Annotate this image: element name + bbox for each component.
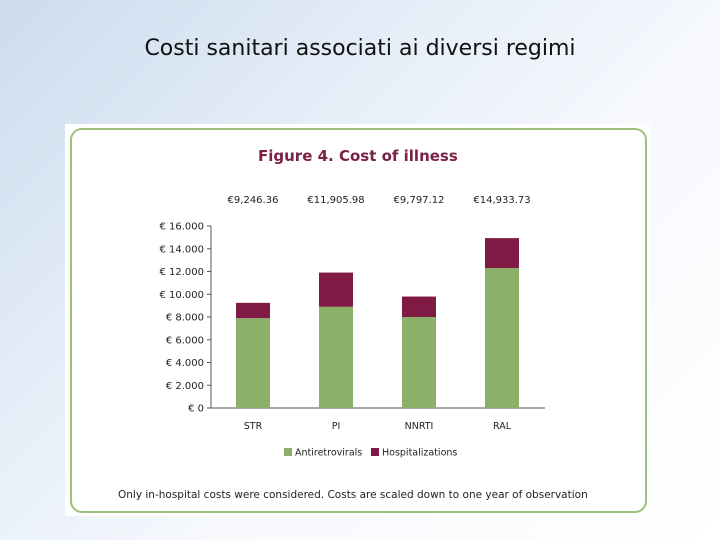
legend-swatch-hospitalizations	[371, 448, 379, 456]
totals-layer: €9,246.36 €11,905.98 €9,797.12 €14,933.73	[228, 195, 531, 206]
y-tick-label-3: € 10.000	[159, 290, 204, 301]
slide-title: Costi sanitari associati ai diversi regi…	[144, 36, 576, 61]
bar-pi-antiretrovirals	[319, 306, 353, 408]
legend-label-hospitalizations: Hospitalizations	[382, 448, 457, 459]
x-tick-label-nnrti: NNRTI	[405, 421, 434, 432]
legend-swatch-antiretrovirals	[284, 448, 292, 456]
y-tick-label-0: € 16.000	[159, 222, 204, 233]
y-tick-label-6: € 4.000	[166, 358, 204, 369]
x-tick-label-ral: RAL	[493, 421, 512, 432]
total-label-str: €9,246.36	[228, 195, 279, 206]
total-label-ral: €14,933.73	[473, 195, 530, 206]
y-tick-label-8: € 0	[188, 404, 204, 415]
bar-ral-antiretrovirals	[485, 268, 519, 408]
bar-nnrti-antiretrovirals	[402, 317, 436, 408]
figure-frame	[70, 128, 647, 513]
y-tick-label-4: € 8.000	[166, 313, 204, 324]
legend: Antiretrovirals Hospitalizations	[284, 448, 457, 459]
x-tick-label-str: STR	[244, 421, 263, 432]
x-tick-label-pi: PI	[332, 421, 341, 432]
cost-chart: Figure 4. Cost of illness €9,246.36 €11,9…	[118, 147, 588, 501]
chart-footnote: Only in-hospital costs were considered. …	[118, 489, 588, 501]
total-label-pi: €11,905.98	[307, 195, 364, 206]
y-tick-label-2: € 12.000	[159, 267, 204, 278]
bar-pi-hospitalizations	[319, 272, 353, 307]
bar-nnrti-hospitalizations	[402, 296, 436, 317]
y-tick-label-7: € 2.000	[166, 381, 204, 392]
total-label-nnrti: €9,797.12	[394, 195, 445, 206]
y-tick-label-5: € 6.000	[166, 335, 204, 346]
y-tick-label-1: € 14.000	[159, 244, 204, 255]
bars-layer	[236, 238, 519, 408]
bar-ral-hospitalizations	[485, 238, 519, 269]
figure-title: Figure 4. Cost of illness	[258, 147, 458, 165]
figure-panel: Figure 4. Cost of illness €9,246.36 €11,9…	[65, 124, 650, 516]
legend-label-antiretrovirals: Antiretrovirals	[295, 448, 362, 459]
bar-str-antiretrovirals	[236, 318, 270, 408]
x-axis: STR PI NNRTI RAL	[244, 421, 512, 432]
bar-str-hospitalizations	[236, 302, 270, 319]
